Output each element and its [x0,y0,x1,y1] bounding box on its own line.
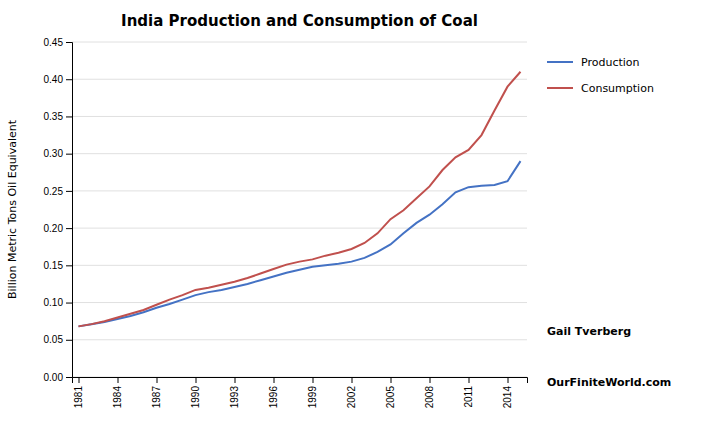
grid-line [72,42,527,43]
grid-line [72,339,527,340]
x-tick: 1990 [190,377,201,408]
y-tick-label: 0.05 [44,334,64,345]
series-line [79,72,521,327]
x-tick-mark [313,377,314,383]
y-tick-mark [66,303,72,304]
y-tick-mark [66,340,72,341]
x-tick: 2011 [463,377,474,408]
x-tick-mark [157,377,158,383]
x-tick-label: 1981 [73,386,84,409]
x-tick-mark [430,377,431,383]
legend-swatch [547,87,573,89]
y-axis: 0.00 0.05 0.10 0.15 0.20 0.25 0.30 0.35 0.40 0.45 [44,37,73,383]
x-tick: 1996 [268,377,279,408]
y-tick-label: 0.15 [44,260,64,271]
y-tick-mark [66,377,72,378]
x-tick: 1984 [112,377,123,408]
lines [79,72,521,327]
x-tick: 2014 [502,377,513,408]
y-tick-label: 0.35 [44,111,64,122]
x-tick-label: 1984 [112,386,123,409]
x-tick-mark [79,377,80,383]
x-tick-label: 2014 [502,386,513,409]
grid-line [72,302,527,303]
plot: 0.00 0.05 0.10 0.15 0.20 0.25 0.30 0.35 0.40 0.45… [44,37,528,409]
y-tick-label: 0.30 [44,148,64,159]
y-tick: 0.20 [44,223,72,234]
y-axis-line [66,43,73,378]
grid [72,42,527,377]
legend-swatch [547,61,573,63]
series-line [79,161,521,326]
legend-item: Production [547,56,640,69]
x-tick-mark [508,377,509,383]
y-tick-label: 0.45 [44,37,64,48]
y-tick-mark [66,191,72,192]
legend-item: Consumption [547,82,654,95]
x-tick-label: 2002 [346,386,357,409]
grid-line [72,265,527,266]
y-tick-label: 0.25 [44,186,64,197]
y-tick: 0.05 [44,334,72,345]
legend-label: Consumption [581,82,654,95]
x-tick-mark [274,377,275,383]
x-tick-label: 1990 [190,386,201,409]
x-tick-mark [235,377,236,383]
x-tick-label: 2008 [424,386,435,409]
title: India Production and Consumption of Coal [121,12,478,30]
x-tick-mark [118,377,119,383]
x-tick-mark [352,377,353,383]
y-tick-label: 0.40 [44,74,64,85]
x-tick-label: 1996 [268,386,279,409]
x-axis-line [73,378,528,384]
x-tick-label: 1987 [151,386,162,409]
x-tick-label: 2005 [385,386,396,409]
y-tick: 0.10 [44,297,72,308]
y-tick-label: 0.10 [44,297,64,308]
x-tick-mark [196,377,197,383]
x-tick: 1999 [307,377,318,408]
chart: 0.00 0.05 0.10 0.15 0.20 0.25 0.30 0.35 0.40 0.45… [0,0,712,429]
y-tick-mark [66,154,72,155]
x-tick: 2008 [424,377,435,408]
y-tick-mark [66,42,72,43]
x-tick: 1987 [151,377,162,408]
y-tick: 0.40 [44,74,72,85]
legend: Production Consumption [547,56,654,95]
y-tick-label: 0.20 [44,223,64,234]
annotation: OurFiniteWorld.com [547,376,671,389]
x-axis: 1981 1984 1987 1990 1993 1996 1999 2002 2005 2008… [73,377,528,408]
y-tick: 0.35 [44,111,72,122]
y-tick: 0.45 [44,37,72,48]
x-tick: 1981 [73,377,84,408]
x-tick-label: 2011 [463,386,474,408]
grid-line [72,79,527,80]
x-tick-label: 1999 [307,386,318,409]
y-tick: 0.25 [44,186,72,197]
legend-label: Production [581,56,640,69]
grid-line [72,153,527,154]
x-tick-mark [469,377,470,383]
y-tick-mark [66,265,72,266]
x-tick-label: 1993 [229,386,240,409]
x-tick: 1993 [229,377,240,408]
grid-line [72,228,527,229]
y-tick-mark [66,79,72,80]
x-tick-mark [391,377,392,383]
y-tick-label: 0.00 [44,372,64,383]
y-tick-mark [66,116,72,117]
y-tick: 0.15 [44,260,72,271]
y-tick: 0.00 [44,372,72,383]
x-tick: 2002 [346,377,357,408]
y-tick: 0.30 [44,148,72,159]
x-tick: 2005 [385,377,396,408]
y-tick-mark [66,228,72,229]
grid-line [72,116,527,117]
y-axis-title: Billion Metric Tons Oil Equivalent [6,119,19,299]
annotation: Gail Tverberg [547,325,631,338]
